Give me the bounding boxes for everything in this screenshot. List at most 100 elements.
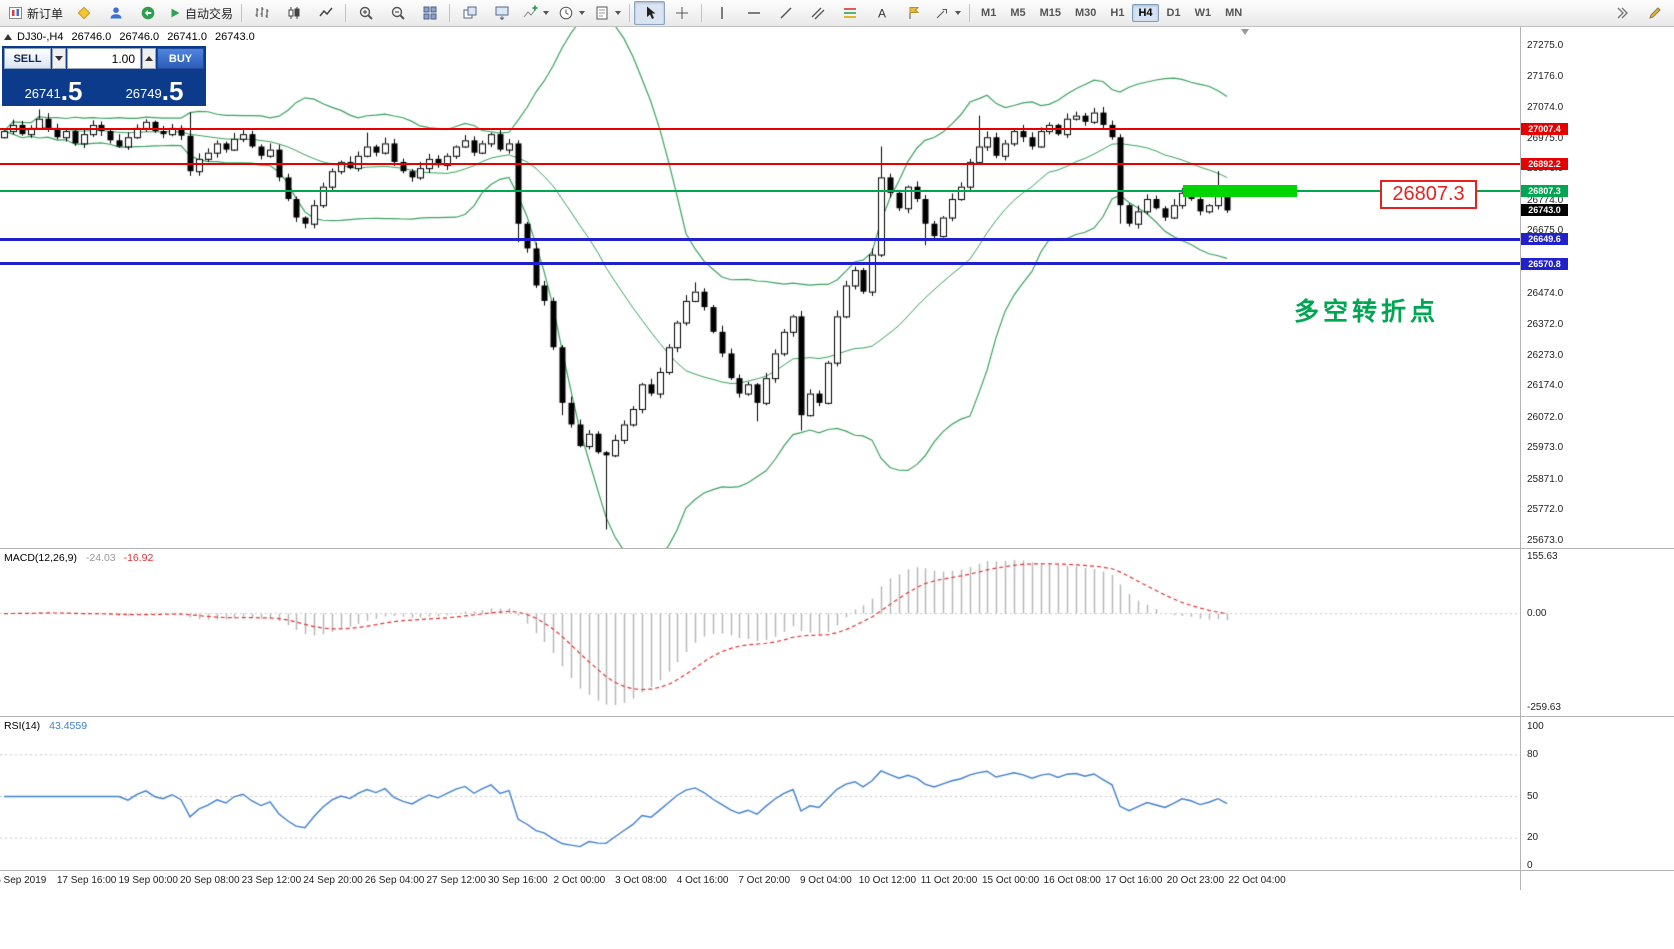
rsi-value: 43.4559 xyxy=(49,720,88,732)
cursor-icon xyxy=(646,6,656,19)
price-axis-label: 25772.0 xyxy=(1527,504,1564,516)
time-axis-label: 10 Oct 12:00 xyxy=(858,875,917,886)
sell-button[interactable]: SELL xyxy=(4,48,51,69)
candlestick-mode-button[interactable] xyxy=(278,1,309,25)
time-axis-label: 20 Oct 23:00 xyxy=(1166,875,1225,886)
trendline-tool-button[interactable] xyxy=(770,1,801,25)
periods-caret-icon xyxy=(579,11,586,15)
metaeditor-button[interactable] xyxy=(68,1,99,25)
timeframe-m30-button[interactable]: M30 xyxy=(1075,7,1097,19)
timeframe-group: M1 M5 M15 M30 H1 H4 D1 W1 MN xyxy=(974,4,1249,22)
timeframe-m1-button[interactable]: M1 xyxy=(981,7,997,19)
templates-button[interactable] xyxy=(590,1,625,25)
panel-separator-macd[interactable] xyxy=(0,548,1674,549)
axis-badge-26649.6: 26649.6 xyxy=(1521,233,1568,246)
macd-panel-canvas[interactable] xyxy=(0,549,1520,717)
price-text-object[interactable]: 26807.3 xyxy=(1380,180,1477,209)
trade-panel-collapse-arrow[interactable] xyxy=(4,34,12,40)
buy-button[interactable]: BUY xyxy=(157,48,204,69)
time-axis-label: 17 Oct 16:00 xyxy=(1105,875,1163,886)
timeframe-h1-button[interactable]: H1 xyxy=(1110,7,1125,19)
arrange-windows-icon xyxy=(495,6,509,21)
time-axis-separator xyxy=(0,870,1674,871)
arrange-windows-button[interactable] xyxy=(486,1,517,25)
shapes-button[interactable] xyxy=(930,1,965,25)
volume-increase-button[interactable] xyxy=(142,48,156,69)
time-axis-label: 16 Sep 2019 xyxy=(0,875,47,886)
timeframe-h4-button[interactable]: H4 xyxy=(1132,4,1159,22)
hline-object-27007.4[interactable] xyxy=(0,127,1520,130)
crosshair-tool-button[interactable] xyxy=(666,1,697,25)
line-chart-mode-button[interactable] xyxy=(310,1,341,25)
timeframe-m15-button[interactable]: M15 xyxy=(1039,7,1061,19)
toolbar-separator xyxy=(449,4,451,22)
highlight-rectangle-object[interactable] xyxy=(1183,184,1297,197)
time-axis-label: 4 Oct 16:00 xyxy=(676,875,729,886)
indicators-button[interactable] xyxy=(518,1,553,25)
tile-windows-icon xyxy=(423,6,437,20)
cascade-windows-button[interactable] xyxy=(454,1,485,25)
cursor-tool-button[interactable] xyxy=(634,1,666,25)
timeframe-mn-button[interactable]: MN xyxy=(1225,7,1243,19)
rsi-title: RSI(14) xyxy=(4,720,41,732)
price-axis-label: 26372.0 xyxy=(1527,319,1564,331)
toolbar-separator xyxy=(701,4,703,22)
toolbar-overflow-button[interactable] xyxy=(1606,1,1637,25)
time-axis-label: 2 Oct 00:00 xyxy=(553,875,606,886)
chart-ohlc-header: DJ30-,H4 26746.0 26746.0 26741.0 26743.0 xyxy=(15,31,262,43)
hline-object-26807.3[interactable] xyxy=(0,189,1520,192)
shapes-caret-icon xyxy=(955,11,962,15)
time-axis-label: 27 Sep 12:00 xyxy=(426,875,486,886)
cascade-windows-icon xyxy=(463,6,477,19)
time-axis-label: 9 Oct 04:00 xyxy=(799,875,852,886)
timeframe-w1-button[interactable]: W1 xyxy=(1194,7,1212,19)
bar-chart-mode-button[interactable] xyxy=(246,1,277,25)
tile-windows-button[interactable] xyxy=(414,1,445,25)
zoom-in-button[interactable] xyxy=(350,1,381,25)
vertical-line-tool-button[interactable] xyxy=(706,1,737,25)
new-order-button[interactable]: 新订单 xyxy=(4,1,67,25)
autotrading-button[interactable]: 自动交易 xyxy=(164,1,237,25)
ohlc-close: 26743.0 xyxy=(215,31,255,43)
chart-shift-marker-icon[interactable] xyxy=(1241,29,1249,35)
fibonacci-tool-button[interactable] xyxy=(834,1,865,25)
new-order-icon xyxy=(9,7,22,19)
horizontal-line-tool-button[interactable] xyxy=(738,1,769,25)
indicators-icon xyxy=(523,5,538,18)
text-tool-button[interactable]: A xyxy=(866,1,897,25)
hline-object-26892.2[interactable] xyxy=(0,163,1520,166)
price-chart-canvas[interactable] xyxy=(0,27,1520,548)
flag-icon xyxy=(909,7,919,19)
buy-price-pips: .5 xyxy=(161,75,184,106)
hline-object-26570.8[interactable] xyxy=(0,262,1520,266)
sell-price-button[interactable]: 26741 .5 xyxy=(4,71,103,104)
panel-separator-rsi[interactable] xyxy=(0,716,1674,717)
time-axis-label: 26 Sep 04:00 xyxy=(364,875,425,886)
buy-price-button[interactable]: 26749 .5 xyxy=(105,71,204,104)
refresh-button[interactable] xyxy=(132,1,163,25)
periods-button[interactable] xyxy=(554,1,589,25)
clock-icon xyxy=(559,6,573,20)
toolbar-right-group xyxy=(1606,1,1670,25)
fibonacci-icon xyxy=(843,8,856,18)
price-axis-label: 26975.0 xyxy=(1527,132,1564,144)
macd-header: MACD(12,26,9) -24.03 -16.92 xyxy=(4,552,154,564)
customize-toolbar-button[interactable] xyxy=(1639,1,1670,25)
volume-input[interactable]: 1.00 xyxy=(67,48,141,69)
volume-decrease-button[interactable] xyxy=(52,48,66,69)
timeframe-m5-button[interactable]: M5 xyxy=(1010,7,1026,19)
hline-object-26649.6[interactable] xyxy=(0,237,1520,241)
ohlc-open: 26746.0 xyxy=(71,31,112,43)
label-tool-button[interactable] xyxy=(898,1,929,25)
one-click-trade-panel: SELL 1.00 BUY 26741 .5 26749 .5 xyxy=(2,46,206,106)
zoom-out-button[interactable] xyxy=(382,1,413,25)
accounts-button[interactable] xyxy=(100,1,131,25)
annotation-text-object[interactable]: 多空转折点 xyxy=(1294,298,1440,326)
channel-tool-button[interactable] xyxy=(802,1,833,25)
toolbar-separator xyxy=(629,4,631,22)
arrow-shape-icon xyxy=(936,9,948,19)
macd-axis-label: -259.63 xyxy=(1527,702,1561,713)
rsi-panel-canvas[interactable] xyxy=(0,717,1520,871)
timeframe-d1-button[interactable]: D1 xyxy=(1166,7,1181,19)
